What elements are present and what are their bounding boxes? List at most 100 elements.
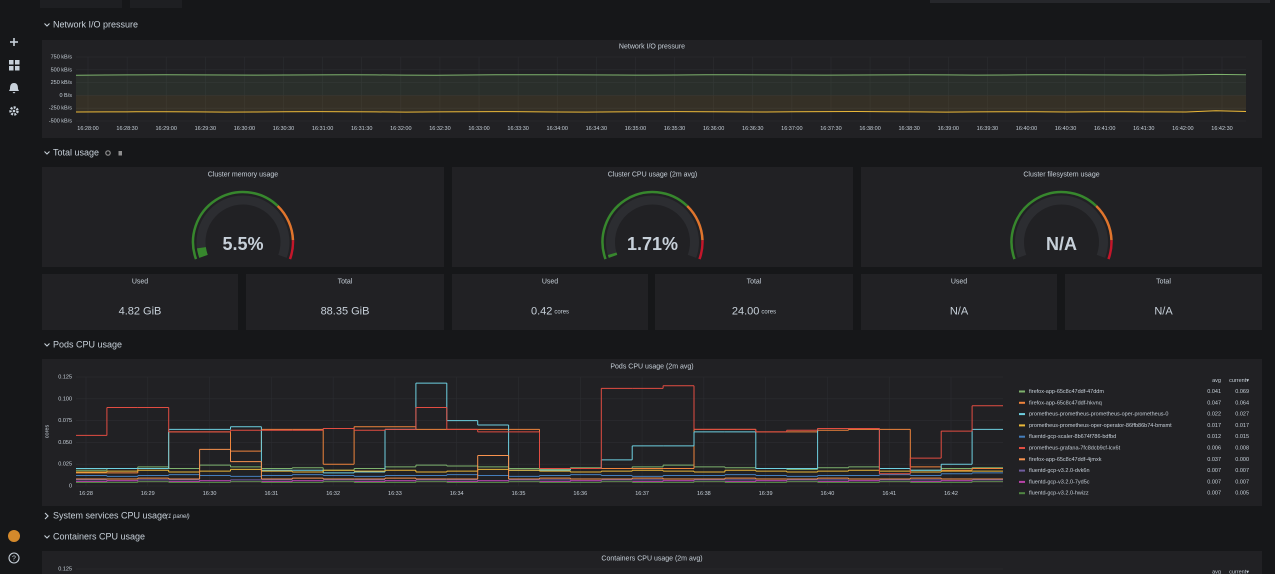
legend-swatch[interactable] — [1019, 458, 1025, 461]
x-tick-label: 16:40:30 — [1055, 126, 1076, 132]
row-title[interactable]: Network I/O pressure — [53, 19, 138, 29]
gauge-track — [606, 195, 699, 258]
legend-swatch[interactable] — [1019, 435, 1025, 438]
legend-label[interactable]: firefox-app-65c8c47ddf-hkvnq — [1029, 400, 1102, 406]
legend-avg: 0.006 — [1207, 445, 1221, 451]
stat-value: 4.82 GiB — [119, 305, 162, 317]
row-collapse-icon[interactable] — [44, 151, 50, 155]
gauge-fill — [196, 247, 208, 258]
gauge-threshold — [191, 190, 279, 260]
alerting-icon[interactable] — [9, 83, 19, 94]
panel — [42, 40, 1262, 138]
legend-header[interactable]: avg — [1212, 569, 1221, 574]
legend-label[interactable]: fluentd-gcp-scaler-8b674f786-bdfbd — [1029, 434, 1116, 440]
y-tick-label: 0.025 — [58, 462, 72, 468]
x-tick-label: 16:42:00 — [1172, 126, 1193, 132]
legend-swatch[interactable] — [1019, 390, 1025, 393]
legend-swatch[interactable] — [1019, 480, 1025, 483]
legend-label[interactable]: prometheus-prometheus-oper-operator-86ff… — [1029, 423, 1172, 429]
gauge-track — [1015, 195, 1108, 258]
stat-unit: GiB — [351, 305, 369, 317]
row-title[interactable]: Pods CPU usage — [53, 339, 122, 349]
row-title[interactable]: Containers CPU usage — [53, 531, 145, 541]
legend-avg: 0.022 — [1207, 412, 1221, 418]
legend-current: 0.000 — [1235, 457, 1249, 463]
gauge-threshold — [686, 205, 704, 241]
help-icon[interactable] — [8, 552, 20, 564]
dashboards-icon[interactable] — [9, 60, 20, 71]
panel-title: Cluster filesystem usage — [1023, 171, 1099, 178]
x-tick-label: 16:40:00 — [1016, 126, 1037, 132]
y-tick-label: 250 kB/s — [51, 80, 73, 86]
legend-header[interactable]: current▾ — [1229, 569, 1249, 574]
x-tick-label: 16:33 — [388, 491, 402, 497]
help-glyph: ? — [12, 555, 16, 562]
legend-current: 0.007 — [1235, 479, 1249, 485]
row-collapse-icon[interactable] — [44, 535, 50, 539]
row-collapse-icon[interactable] — [44, 23, 50, 27]
legend-header[interactable]: avg — [1212, 378, 1221, 384]
legend-label[interactable]: firefox-app-65c8c47ddf-4jmxk — [1029, 457, 1102, 463]
legend-current: 0.017 — [1235, 423, 1249, 429]
x-tick-label: 16:31:00 — [312, 126, 333, 132]
legend-current: 0.064 — [1235, 400, 1249, 406]
y-tick-label: 500 kB/s — [51, 67, 73, 73]
legend-swatch[interactable] — [1019, 447, 1025, 449]
create-icon[interactable] — [10, 38, 18, 46]
x-tick-label: 16:41:00 — [1094, 126, 1115, 132]
x-tick-label: 16:39:30 — [977, 126, 998, 132]
gauge-fill — [607, 252, 618, 258]
legend-label[interactable]: firefox-app-65c8c47ddf-47ddm — [1029, 389, 1104, 395]
x-tick-label: 16:34:30 — [586, 126, 607, 132]
row-expand-icon[interactable] — [44, 512, 49, 520]
legend-label[interactable]: prometheus-prometheus-prometheus-oper-pr… — [1029, 412, 1168, 418]
series-area — [76, 74, 1246, 96]
configuration-icon[interactable] — [9, 106, 19, 116]
legend-swatch[interactable] — [1019, 492, 1025, 495]
x-tick-label: 16:29:00 — [155, 126, 176, 132]
user-avatar[interactable] — [8, 530, 20, 542]
legend-label[interactable]: fluentd-gcp-v3.2.0-7yd5c — [1029, 479, 1090, 485]
row-title[interactable]: System services CPU usage — [53, 510, 167, 520]
row-collapse-icon[interactable] — [44, 343, 50, 347]
x-tick-label: 16:42:30 — [1211, 126, 1232, 132]
panel — [42, 167, 444, 267]
legend-label[interactable]: prometheus-grafana-7fc8dcb9cf-lcx6t — [1029, 445, 1121, 451]
x-tick-label: 16:40 — [821, 491, 835, 497]
series-steps — [76, 385, 1003, 475]
panel — [861, 167, 1262, 267]
stat-number: 88.35 — [321, 305, 349, 317]
stat-number: 24.00 — [732, 305, 760, 317]
legend-swatch[interactable] — [1019, 401, 1025, 404]
top-bar-piece — [40, 0, 122, 8]
x-tick-label: 16:30:30 — [273, 126, 294, 132]
legend-current: 0.005 — [1235, 491, 1249, 497]
legend-avg: 0.007 — [1207, 479, 1221, 485]
row-settings-icon[interactable] — [105, 150, 111, 156]
legend-header[interactable]: current▾ — [1229, 378, 1249, 384]
legend-swatch[interactable] — [1019, 424, 1025, 427]
gauge-threshold — [601, 190, 689, 260]
stat-number: N/A — [950, 305, 969, 317]
x-tick-label: 16:31 — [264, 491, 278, 497]
stat-title: Total — [1156, 278, 1171, 285]
panel — [655, 274, 853, 330]
series-line — [75, 110, 1247, 113]
x-tick-label: 16:35:30 — [664, 126, 685, 132]
row-delete-icon[interactable] — [118, 151, 123, 156]
legend-label[interactable]: fluentd-gcp-v3.2.0-hwizz — [1029, 491, 1089, 497]
gauge-value: 5.5% — [222, 234, 263, 254]
legend-swatch[interactable] — [1019, 413, 1025, 416]
legend-swatch[interactable] — [1019, 469, 1025, 472]
series-steps — [76, 481, 1003, 484]
x-tick-label: 16:35 — [512, 491, 526, 497]
top-bar-piece — [930, 0, 1270, 3]
panel — [246, 274, 444, 330]
x-tick-label: 16:41:30 — [1133, 126, 1154, 132]
legend-label[interactable]: fluentd-gcp-v3.2.0-dvk6n — [1029, 468, 1090, 474]
row-title[interactable]: Total usage — [53, 147, 99, 157]
x-tick-label: 16:29:30 — [195, 126, 216, 132]
x-tick-label: 16:41 — [882, 491, 896, 497]
x-tick-label: 16:32 — [326, 491, 340, 497]
